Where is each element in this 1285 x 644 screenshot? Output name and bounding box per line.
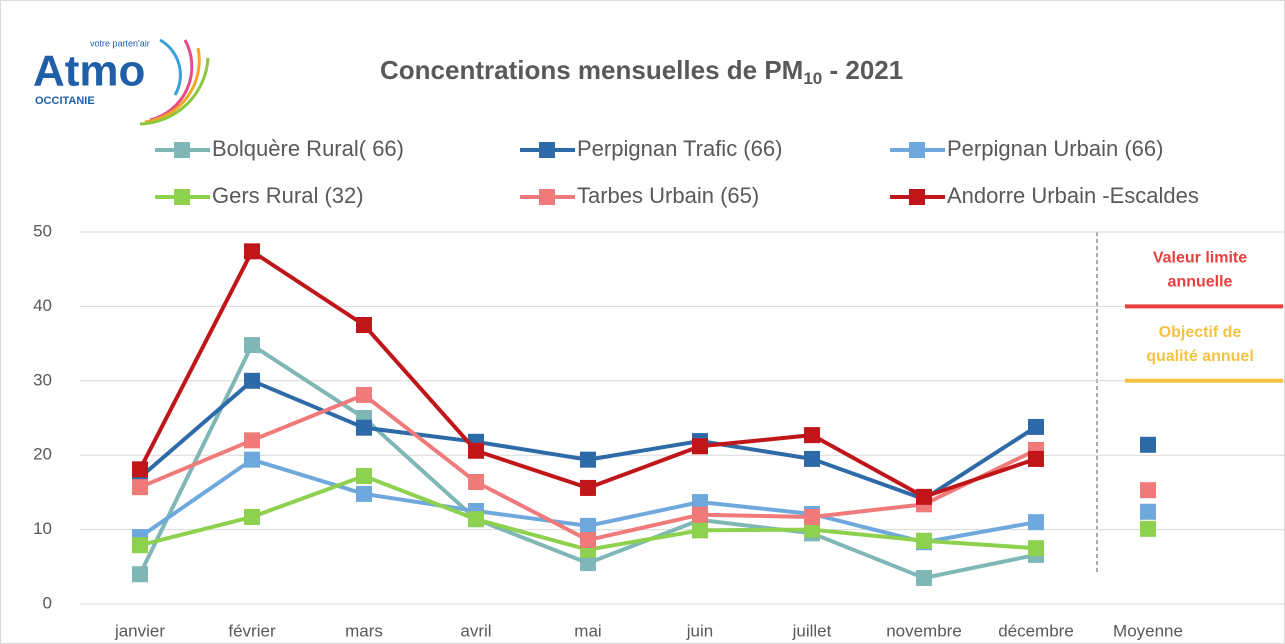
x-tick-label: mars [345,621,383,640]
marker [580,532,596,549]
marker [132,479,148,496]
threshold-label: qualité annuel [1146,348,1254,365]
legend-marker [174,189,190,205]
marker [580,517,596,534]
legend-label: Bolquère Rural( 66) [212,136,404,161]
chart-title: Concentrations mensuelles de PM10 - 2021 [380,55,903,89]
marker [692,522,708,539]
logo-name: Atmo [33,47,145,96]
marker [356,317,372,333]
marker [804,508,820,525]
legend-label: Andorre Urbain -Escaldes [947,183,1199,208]
x-tick-label: février [228,621,276,640]
logo-tagline: votre parten'air [90,38,150,48]
title-part: Concentrations mensuelles de PM [380,55,803,85]
marker [692,506,708,523]
legend-marker [909,189,925,205]
marker [244,451,260,468]
marker [692,494,708,511]
marker [1028,450,1044,467]
marker [916,532,932,549]
x-tick-label: Moyenne [1113,621,1183,640]
marker [804,427,820,444]
x-tick-label: mai [574,621,601,640]
marker [692,438,708,455]
marker [1028,540,1044,557]
marker [132,537,148,554]
y-tick-label: 40 [33,296,52,315]
legend-marker [174,142,190,158]
x-tick-label: décembre [998,621,1074,640]
y-tick-label: 20 [33,445,52,464]
x-tick-label: avril [460,621,491,640]
y-tick-label: 30 [33,370,52,389]
marker [1028,514,1044,531]
threshold-label: Objectif de [1159,324,1242,341]
marker [132,566,148,583]
marker [244,243,260,260]
marker [244,432,260,449]
legend-label: Gers Rural (32) [212,183,364,208]
x-tick-label: juillet [792,621,832,640]
marker [244,372,260,389]
threshold-label: Valeur limite [1153,250,1247,267]
marker [1028,418,1044,435]
legend-label: Perpignan Urbain (66) [947,136,1163,161]
mean-marker [1140,503,1156,520]
marker [916,488,932,505]
marker [804,521,820,538]
marker [468,511,484,528]
marker [132,461,148,478]
legend-marker [539,189,555,205]
mean-marker [1140,482,1156,499]
marker [580,451,596,468]
mean-marker [1140,436,1156,453]
marker [356,485,372,502]
legend-label: Tarbes Urbain (65) [577,183,759,208]
marker [356,386,372,403]
logo: Atmo votre parten'air OCCITANIE [33,38,210,126]
mean-marker [1140,520,1156,537]
y-tick-label: 0 [43,593,52,612]
y-tick-label: 50 [33,221,52,240]
legend-marker [539,142,555,158]
x-tick-label: janvier [114,621,165,640]
title-part: - 2021 [822,55,903,85]
marker [356,468,372,485]
marker [244,337,260,354]
title-part: 10 [803,69,822,88]
marker [356,419,372,436]
marker [580,479,596,496]
marker [580,555,596,572]
x-tick-label: juin [686,621,713,640]
marker [916,569,932,586]
threshold-label: annuelle [1168,274,1233,291]
marker [804,450,820,467]
marker [244,508,260,525]
y-tick-label: 10 [33,519,52,538]
legend-marker [909,142,925,158]
marker [468,473,484,490]
marker [468,442,484,459]
legend-label: Perpignan Trafic (66) [577,136,782,161]
logo-region: OCCITANIE [35,95,95,107]
x-tick-label: novembre [886,621,962,640]
